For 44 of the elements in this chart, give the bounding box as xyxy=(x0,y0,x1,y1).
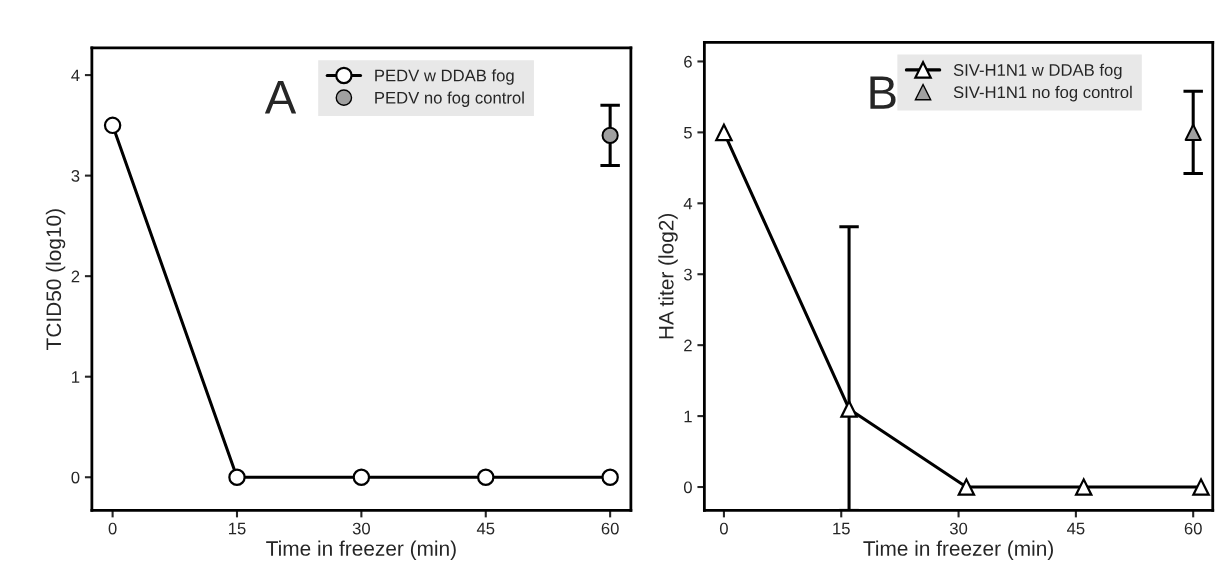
point xyxy=(601,468,619,486)
point xyxy=(1074,478,1093,496)
x-tick-label: 60 xyxy=(1184,522,1202,535)
legend-label: SIV-H1N1 w DDAB fog xyxy=(953,63,1122,80)
point xyxy=(103,116,122,135)
point xyxy=(1184,123,1202,141)
x-tick-label: 30 xyxy=(949,522,968,535)
x-tick-label: 45 xyxy=(1066,522,1085,535)
y-tick-label: 0 xyxy=(71,471,80,484)
x-tick-label: 60 xyxy=(601,522,619,535)
point xyxy=(228,468,246,486)
point xyxy=(1192,478,1210,496)
x-tick-label: 15 xyxy=(228,522,246,535)
point xyxy=(957,478,976,496)
x-tick-label: 30 xyxy=(352,522,370,535)
text: A xyxy=(264,81,297,114)
y-tick-label: 1 xyxy=(684,410,692,423)
x-tick-label: 45 xyxy=(476,522,495,535)
x-tick-label: 0 xyxy=(719,522,728,535)
y-tick-label: 4 xyxy=(683,197,693,210)
y-tick-label: 6 xyxy=(684,55,692,68)
y-tick-label: 1 xyxy=(72,371,80,383)
y-tick-label: 0 xyxy=(683,481,692,494)
x-tick-label: 15 xyxy=(833,522,850,535)
point xyxy=(352,468,371,486)
text: B xyxy=(870,76,896,109)
y-tick-label: 2 xyxy=(684,339,692,352)
point xyxy=(715,123,733,142)
x-axis-title: Time in freezer (min) xyxy=(266,540,456,560)
point xyxy=(601,126,619,144)
x-axis-title: Time in freezer (min) xyxy=(863,540,1053,560)
y-tick-label: 3 xyxy=(71,170,80,182)
y-axis-title: TCID50 (log10) xyxy=(45,209,66,350)
y-tick-label: 4 xyxy=(71,69,80,82)
point xyxy=(840,400,858,418)
y-tick-label: 5 xyxy=(683,126,692,139)
legend-label: PEDV no fog control xyxy=(375,91,524,107)
legend-label: SIV-H1N1 no fog control xyxy=(953,85,1132,102)
legend-label: PEDV w DDAB fog xyxy=(375,69,514,85)
x-tick-label: 0 xyxy=(108,522,117,535)
point xyxy=(477,468,495,486)
y-axis-title: HA titer (log2) xyxy=(658,213,678,339)
y-tick-label: 3 xyxy=(683,268,692,281)
y-tick-label: 2 xyxy=(71,270,80,283)
